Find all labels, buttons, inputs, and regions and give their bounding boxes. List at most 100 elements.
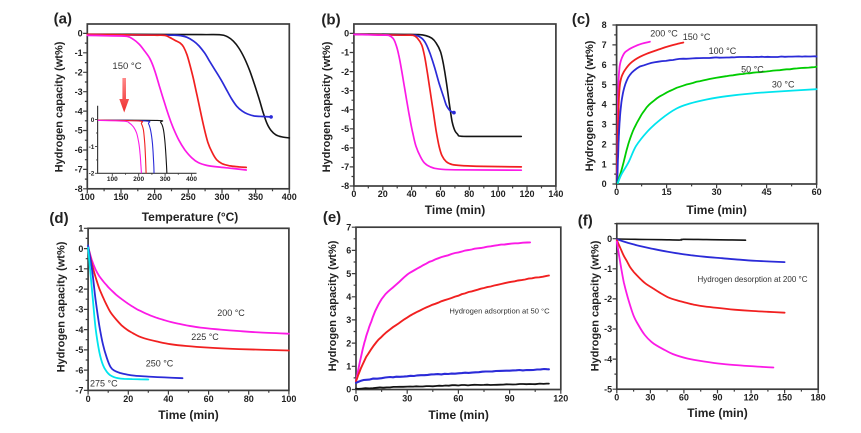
svg-text:100 °C: 100 °C <box>709 46 737 56</box>
svg-text:90: 90 <box>505 393 515 403</box>
svg-text:-6: -6 <box>341 143 349 153</box>
svg-text:100: 100 <box>491 189 506 199</box>
svg-text:-1: -1 <box>75 264 83 274</box>
svg-text:0: 0 <box>607 234 612 244</box>
svg-text:Hydrogen capacity (wt%): Hydrogen capacity (wt%) <box>327 240 339 371</box>
svg-text:(c): (c) <box>572 11 590 28</box>
svg-text:150: 150 <box>113 192 128 202</box>
svg-text:60: 60 <box>204 394 214 404</box>
svg-text:100: 100 <box>107 176 118 183</box>
svg-text:-2: -2 <box>604 294 612 304</box>
svg-text:-5: -5 <box>75 126 83 136</box>
svg-text:-3: -3 <box>75 87 83 97</box>
svg-text:-3: -3 <box>75 305 83 315</box>
svg-text:3: 3 <box>346 315 351 325</box>
svg-text:5: 5 <box>602 80 607 90</box>
svg-text:120: 120 <box>519 189 534 199</box>
svg-text:45: 45 <box>762 187 772 197</box>
svg-text:(a): (a) <box>54 11 72 28</box>
svg-text:150 °C: 150 °C <box>683 32 711 42</box>
svg-text:-4: -4 <box>604 354 612 364</box>
svg-text:0: 0 <box>346 385 351 395</box>
svg-text:0: 0 <box>78 244 83 254</box>
svg-text:-2: -2 <box>75 68 83 78</box>
svg-text:0: 0 <box>91 117 95 124</box>
svg-text:2: 2 <box>346 338 351 348</box>
svg-text:(b): (b) <box>321 11 340 28</box>
svg-text:0: 0 <box>351 189 356 199</box>
svg-text:250: 250 <box>181 192 196 202</box>
svg-text:Time (min): Time (min) <box>425 203 485 217</box>
svg-text:6: 6 <box>602 60 607 70</box>
svg-text:Time (min): Time (min) <box>687 406 747 420</box>
svg-text:140: 140 <box>548 189 563 199</box>
svg-text:Hydrogen adsorption at 50 °C: Hydrogen adsorption at 50 °C <box>449 307 550 316</box>
svg-text:400: 400 <box>186 176 197 183</box>
svg-text:-2: -2 <box>75 284 83 294</box>
svg-text:Hydrogen capacity (wt%): Hydrogen capacity (wt%) <box>584 40 596 171</box>
svg-text:2: 2 <box>602 139 607 149</box>
svg-text:-1: -1 <box>75 48 83 58</box>
svg-text:40: 40 <box>163 394 173 404</box>
svg-text:100: 100 <box>281 394 296 404</box>
svg-text:300: 300 <box>160 176 171 183</box>
svg-text:-3: -3 <box>604 324 612 334</box>
svg-text:200: 200 <box>147 192 162 202</box>
svg-text:-4: -4 <box>75 325 83 335</box>
svg-text:-7: -7 <box>75 165 83 175</box>
svg-text:20: 20 <box>378 189 388 199</box>
svg-text:-1: -1 <box>604 264 612 274</box>
svg-text:(f): (f) <box>578 213 593 230</box>
svg-text:Hydrogen desorption at 200 °C: Hydrogen desorption at 200 °C <box>698 275 808 284</box>
svg-text:40: 40 <box>407 189 417 199</box>
svg-text:0: 0 <box>344 29 349 39</box>
svg-text:200 °C: 200 °C <box>650 28 678 38</box>
svg-text:-2: -2 <box>89 171 95 178</box>
svg-text:20: 20 <box>123 394 133 404</box>
svg-text:-7: -7 <box>75 386 83 396</box>
svg-text:Hydrogen capacity (wt%): Hydrogen capacity (wt%) <box>56 241 68 372</box>
svg-text:120: 120 <box>553 393 568 403</box>
svg-text:(e): (e) <box>323 209 341 226</box>
svg-text:60: 60 <box>812 187 822 197</box>
svg-text:200 °C: 200 °C <box>217 308 245 318</box>
svg-text:0: 0 <box>614 392 619 402</box>
svg-text:-5: -5 <box>75 345 83 355</box>
svg-text:-7: -7 <box>341 162 349 172</box>
svg-text:60: 60 <box>435 189 445 199</box>
svg-text:-2: -2 <box>341 67 349 77</box>
svg-text:4: 4 <box>602 100 607 110</box>
svg-text:Hydrogen capacity (wt%): Hydrogen capacity (wt%) <box>590 240 602 371</box>
svg-text:4: 4 <box>346 292 351 302</box>
svg-text:30: 30 <box>712 187 722 197</box>
svg-text:120: 120 <box>744 392 759 402</box>
svg-text:100: 100 <box>80 192 95 202</box>
svg-text:Hydrogen capacity (wt%): Hydrogen capacity (wt%) <box>54 41 66 172</box>
svg-text:80: 80 <box>244 394 254 404</box>
svg-text:60: 60 <box>679 392 689 402</box>
svg-text:60: 60 <box>453 393 463 403</box>
svg-text:-5: -5 <box>341 124 349 134</box>
svg-text:3: 3 <box>602 120 607 130</box>
svg-text:-8: -8 <box>341 181 349 191</box>
svg-text:0: 0 <box>353 393 358 403</box>
svg-text:250 °C: 250 °C <box>146 359 174 369</box>
svg-text:-3: -3 <box>341 86 349 96</box>
svg-text:-8: -8 <box>75 184 83 194</box>
svg-text:1: 1 <box>78 224 83 234</box>
svg-text:30 °C: 30 °C <box>772 79 795 89</box>
svg-text:200: 200 <box>133 176 144 183</box>
svg-text:-6: -6 <box>75 365 83 375</box>
svg-text:6: 6 <box>346 246 351 256</box>
svg-text:0: 0 <box>614 187 619 197</box>
svg-text:-6: -6 <box>75 145 83 155</box>
svg-text:Time (min): Time (min) <box>686 203 746 217</box>
svg-text:1: 1 <box>602 159 607 169</box>
svg-text:Temperature (°C): Temperature (°C) <box>142 210 239 224</box>
svg-text:Hydrogen capacity (wt%): Hydrogen capacity (wt%) <box>321 41 333 172</box>
svg-text:Time (min): Time (min) <box>428 408 488 422</box>
svg-text:350: 350 <box>248 192 263 202</box>
svg-text:180: 180 <box>811 392 826 402</box>
svg-text:7: 7 <box>346 222 351 232</box>
svg-text:(d): (d) <box>49 210 68 227</box>
